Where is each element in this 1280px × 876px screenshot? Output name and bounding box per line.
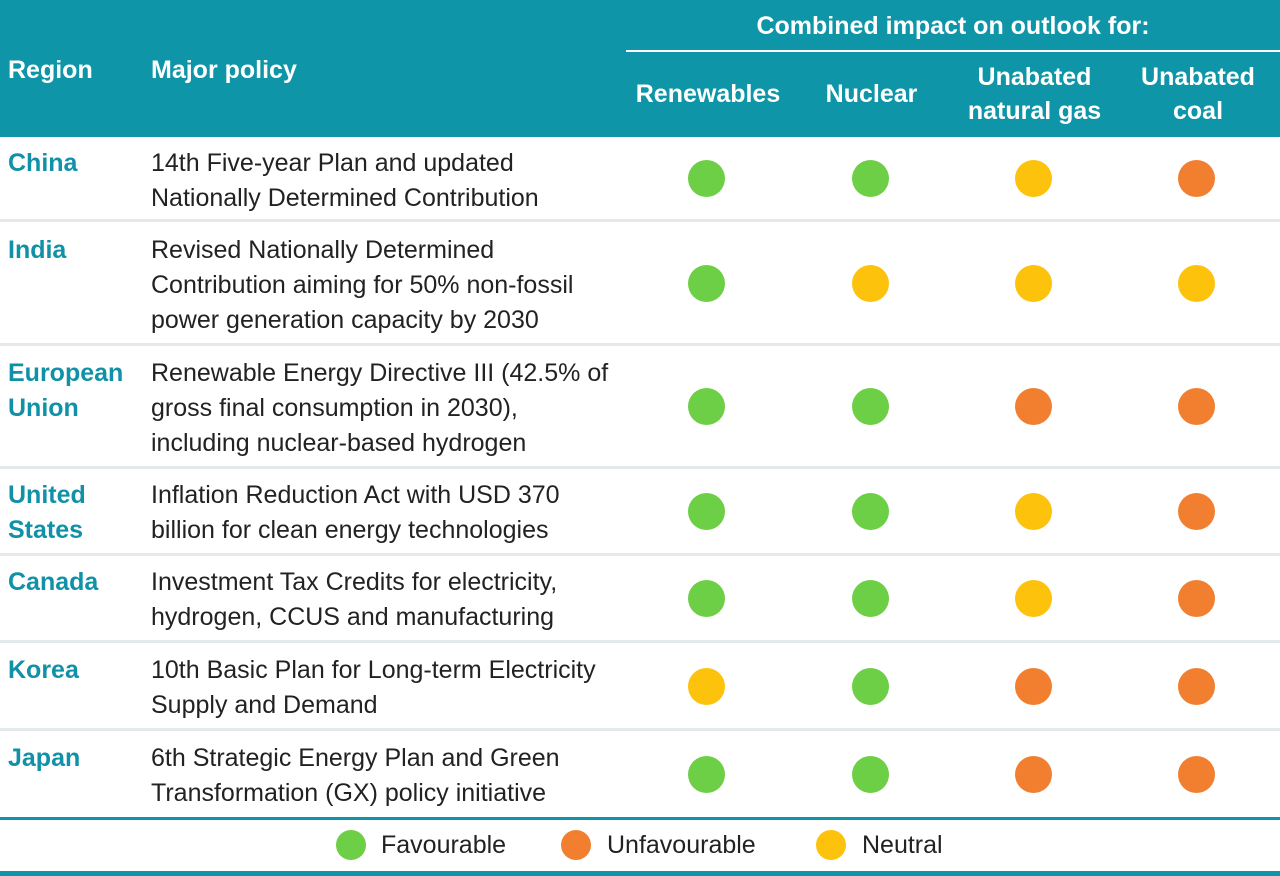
- impact-dot-coal: [1178, 160, 1215, 197]
- header-col-unabated-natural-gas: Unabated natural gas: [967, 63, 1102, 125]
- legend-bottom-rule: [0, 871, 1280, 876]
- table-row: Korea 10th Basic Plan for Long-term Elec…: [0, 643, 1280, 731]
- table-row: Canada Investment Tax Credits for electr…: [0, 556, 1280, 643]
- impact-dot-renewables: [688, 160, 725, 197]
- legend-top-rule: [0, 817, 1280, 820]
- impact-dot-renewables: [688, 493, 725, 530]
- impact-dot-nuclear: [852, 493, 889, 530]
- legend: Favourable Unfavourable Neutral: [0, 820, 1280, 871]
- header-col-renewables: Renewables: [635, 80, 781, 109]
- header-col-nuclear: Nuclear: [825, 80, 918, 109]
- header-major-policy: Major policy: [151, 56, 297, 84]
- table-row: Japan 6th Strategic Energy Plan and Gree…: [0, 731, 1280, 817]
- row-region: Korea: [8, 656, 79, 684]
- table-row: European Union Renewable Energy Directiv…: [0, 346, 1280, 469]
- legend-unfavourable-label: Unfavourable: [607, 831, 756, 859]
- header-region: Region: [8, 56, 93, 84]
- legend-neutral-label: Neutral: [862, 831, 943, 859]
- impact-dot-natural-gas: [1015, 756, 1052, 793]
- impact-dot-nuclear: [852, 756, 889, 793]
- impact-dot-nuclear: [852, 580, 889, 617]
- row-policy: Renewable Energy Directive III (42.5% of…: [151, 359, 609, 457]
- legend-unfavourable-dot: [561, 830, 591, 860]
- impact-dot-coal: [1178, 265, 1215, 302]
- legend-favourable-dot: [336, 830, 366, 860]
- impact-dot-natural-gas: [1015, 668, 1052, 705]
- header-combined-impact: Combined impact on outlook for:: [756, 12, 1150, 40]
- table-header: Region Major policy Combined impact on o…: [0, 0, 1280, 137]
- impact-dot-natural-gas: [1015, 493, 1052, 530]
- header-divider: [626, 50, 1280, 52]
- legend-neutral-dot: [816, 830, 846, 860]
- row-region: Canada: [8, 568, 99, 596]
- impact-dot-renewables: [688, 388, 725, 425]
- impact-dot-natural-gas: [1015, 580, 1052, 617]
- impact-dot-natural-gas: [1015, 160, 1052, 197]
- impact-dot-nuclear: [852, 265, 889, 302]
- impact-dot-nuclear: [852, 668, 889, 705]
- impact-dot-renewables: [688, 668, 725, 705]
- row-policy: 10th Basic Plan for Long-term Electricit…: [151, 656, 596, 719]
- row-policy: Inflation Reduction Act with USD 370 bil…: [151, 481, 560, 544]
- impact-dot-nuclear: [852, 388, 889, 425]
- impact-dot-natural-gas: [1015, 265, 1052, 302]
- impact-dot-coal: [1178, 668, 1215, 705]
- row-region: Japan: [8, 744, 81, 772]
- legend-favourable-label: Favourable: [381, 831, 507, 859]
- impact-dot-nuclear: [852, 160, 889, 197]
- impact-dot-natural-gas: [1015, 388, 1052, 425]
- impact-dot-coal: [1178, 756, 1215, 793]
- row-policy: Revised Nationally Determined Contributi…: [151, 236, 574, 334]
- table-row: India Revised Nationally Determined Cont…: [0, 222, 1280, 346]
- row-region: China: [8, 149, 78, 177]
- impact-dot-renewables: [688, 265, 725, 302]
- row-policy: 14th Five-year Plan and updated National…: [151, 149, 539, 212]
- row-region: European Union: [8, 359, 124, 422]
- table-row: United States Inflation Reduction Act wi…: [0, 469, 1280, 556]
- impact-dot-coal: [1178, 580, 1215, 617]
- impact-dot-coal: [1178, 388, 1215, 425]
- impact-dot-renewables: [688, 756, 725, 793]
- row-policy: Investment Tax Credits for electricity, …: [151, 568, 558, 631]
- impact-dot-coal: [1178, 493, 1215, 530]
- row-region: United States: [8, 481, 86, 544]
- header-col-unabated-coal: Unabated coal: [1141, 63, 1255, 125]
- impact-dot-renewables: [688, 580, 725, 617]
- table-row: China 14th Five-year Plan and updated Na…: [0, 137, 1280, 222]
- row-region: India: [8, 236, 67, 264]
- row-policy: 6th Strategic Energy Plan and Green Tran…: [151, 744, 560, 807]
